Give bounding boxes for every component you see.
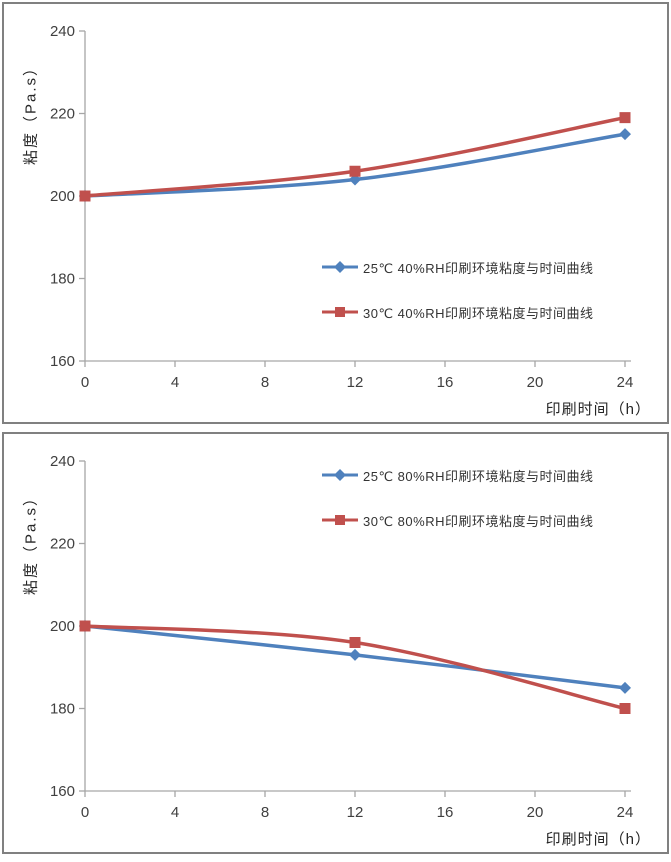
diamond-marker-icon <box>334 261 346 273</box>
y-tick-label: 200 <box>50 188 75 205</box>
legend-label: 30℃ 80%RH印刷环境粘度与时间曲线 <box>363 513 594 529</box>
y-tick-label: 200 <box>50 618 75 635</box>
y-tick-label: 160 <box>50 353 75 370</box>
legend-marker-line-diamond <box>322 261 358 273</box>
legend-label: 30℃ 40%RH印刷环境粘度与时间曲线 <box>363 305 594 321</box>
legend-marker-line-square <box>322 307 358 317</box>
x-tick-label: 8 <box>261 804 269 821</box>
data-point-diamond-0-2 <box>619 128 631 141</box>
series-line-0 <box>83 132 627 198</box>
legend-entry-25c-80rh: 25℃ 80%RH印刷环境粘度与时间曲线 <box>322 469 593 484</box>
x-tick-label: 4 <box>171 374 179 391</box>
x-tick-label: 24 <box>617 374 634 391</box>
chart-panel-40rh: 160 180 200 220 240 0 4 8 12 16 20 24 粘度（Pa.s） 印刷时间… <box>2 2 669 424</box>
x-tick-label: 0 <box>81 374 89 391</box>
x-tick-label: 16 <box>437 374 454 391</box>
data-point-square-1-2 <box>619 112 631 124</box>
x-axis-title: 印刷时间（h） <box>545 401 651 418</box>
x-tick-label: 4 <box>171 804 179 821</box>
data-point-diamond-0-1 <box>349 648 361 661</box>
legend-entry-30c-40rh: 30℃ 40%RH印刷环境粘度与时间曲线 <box>322 306 593 321</box>
legend-marker-line-diamond <box>322 469 358 481</box>
diamond-marker-icon <box>334 469 346 481</box>
square-marker-icon <box>335 515 345 525</box>
x-axis-title: 印刷时间（h） <box>545 831 651 848</box>
y-tick-label: 240 <box>50 453 75 470</box>
line-chart-80rh: 160 180 200 220 240 0 4 8 12 16 20 24 <box>50 453 634 821</box>
x-tick-label: 20 <box>527 804 544 821</box>
legend-label: 25℃ 40%RH印刷环境粘度与时间曲线 <box>363 260 594 276</box>
legend-label: 25℃ 80%RH印刷环境粘度与时间曲线 <box>363 468 594 484</box>
y-tick-label: 180 <box>50 701 75 718</box>
x-tick-label: 12 <box>347 804 364 821</box>
legend: 25℃ 40%RH印刷环境粘度与时间曲线 30℃ 40%RH印刷环境粘度与时间曲… <box>322 261 593 351</box>
data-point-square-1-1 <box>349 637 361 648</box>
x-tick-label: 24 <box>617 804 634 821</box>
chart-panel-80rh: 160 180 200 220 240 0 4 8 12 16 20 24 粘度（Pa.s） 印刷时间… <box>2 432 669 854</box>
y-tick-label: 220 <box>50 106 75 123</box>
data-point-square-1-2 <box>619 703 631 714</box>
square-marker-icon <box>335 307 345 317</box>
x-tick-label: 12 <box>347 374 364 391</box>
data-point-diamond-0-2 <box>619 681 631 694</box>
legend-entry-25c-40rh: 25℃ 40%RH印刷环境粘度与时间曲线 <box>322 261 593 276</box>
data-point-square-1-0 <box>79 620 91 632</box>
x-tick-label: 0 <box>81 804 89 821</box>
y-tick-label: 180 <box>50 271 75 288</box>
legend-marker-line-square <box>322 515 358 525</box>
x-tick-label: 8 <box>261 374 269 391</box>
x-tick-label: 20 <box>527 374 544 391</box>
legend: 25℃ 80%RH印刷环境粘度与时间曲线 30℃ 80%RH印刷环境粘度与时间曲… <box>322 469 593 559</box>
y-axis-title: 粘度（Pa.s） <box>22 58 40 166</box>
line-chart-40rh: 160 180 200 220 240 0 4 8 12 16 20 24 <box>50 23 634 391</box>
data-point-square-1-0 <box>79 190 91 202</box>
x-tick-label: 16 <box>437 804 454 821</box>
y-tick-label: 220 <box>50 536 75 553</box>
data-point-square-1-1 <box>349 165 361 177</box>
legend-entry-30c-80rh: 30℃ 80%RH印刷环境粘度与时间曲线 <box>322 514 593 529</box>
y-axis-title: 粘度（Pa.s） <box>22 488 40 596</box>
y-tick-label: 240 <box>50 23 75 40</box>
y-tick-label: 160 <box>50 783 75 800</box>
